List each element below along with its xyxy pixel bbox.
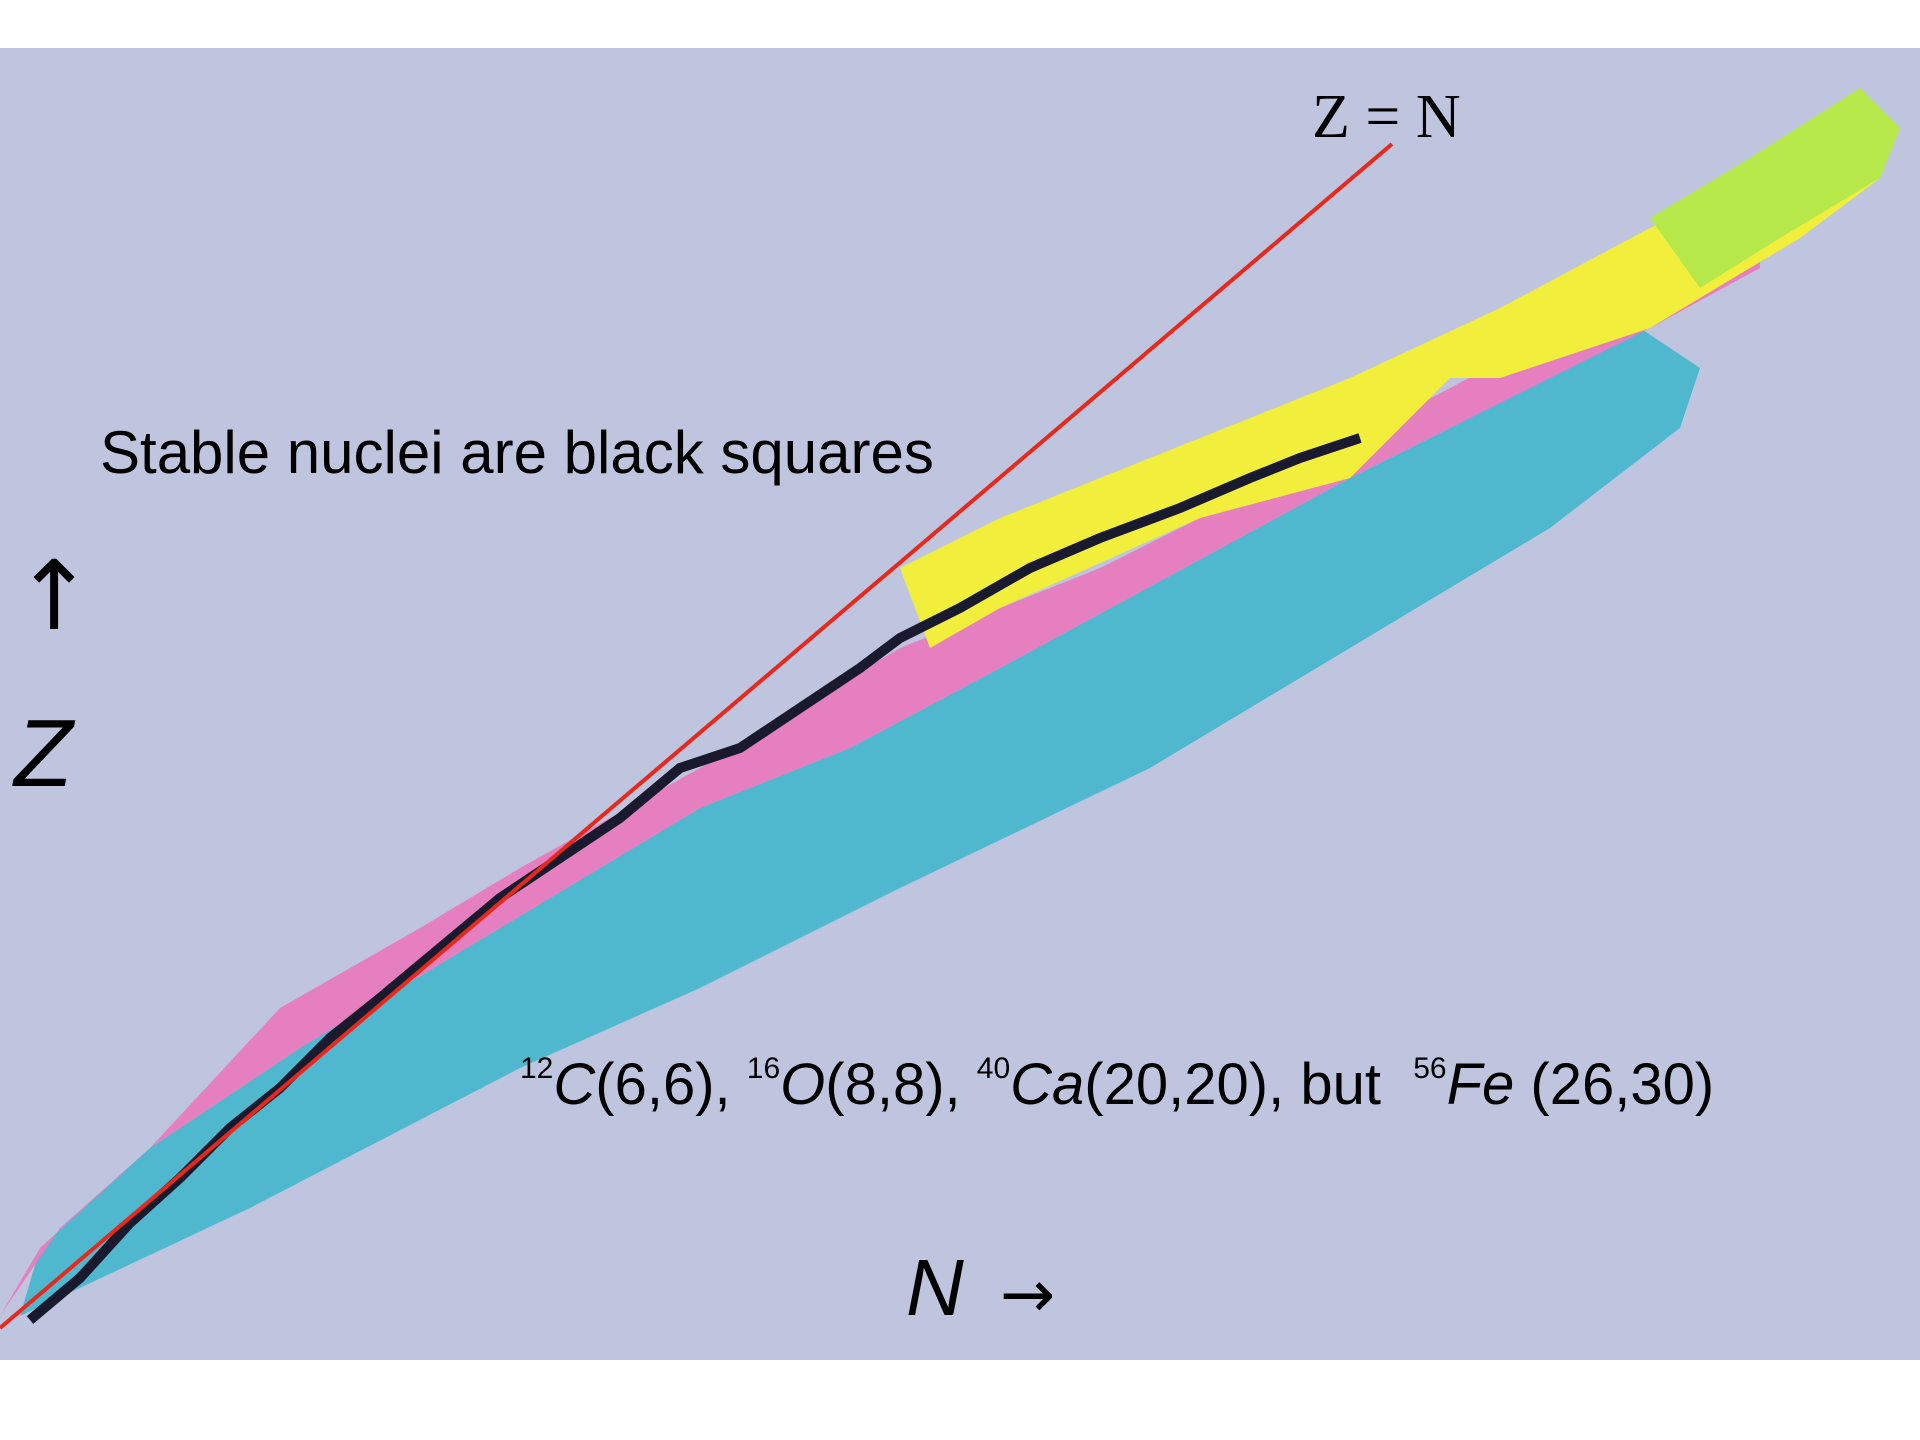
up-arrow-icon: ↑ xyxy=(14,540,95,652)
x-axis-label: N xyxy=(906,1243,964,1332)
example-calcium: 40Ca(20,20), xyxy=(976,1052,1285,1117)
nuclide-examples: 12C(6,6), 16O(8,8), 40Ca(20,20), but 56F… xyxy=(520,1054,1714,1114)
example-carbon: 12C(6,6), xyxy=(520,1052,731,1117)
stability-valley xyxy=(26,433,1362,1324)
z-equals-n-label: Z = N xyxy=(1312,83,1461,151)
y-axis-label: Z xyxy=(14,700,73,807)
green-band xyxy=(1650,88,1900,288)
example-iron: 56Fe (26,30) xyxy=(1413,1052,1715,1117)
neutron-rich-band xyxy=(20,328,1700,1316)
example-oxygen: 16O(8,8), xyxy=(746,1052,961,1117)
caption-text: Stable nuclei are black squares xyxy=(100,419,934,486)
nuclide-chart xyxy=(0,88,1900,1330)
right-arrow-icon: → xyxy=(1000,1256,1056,1333)
z-equals-n-line xyxy=(0,142,1394,1330)
proton-rich-band xyxy=(0,218,1760,1316)
connector-word: but xyxy=(1300,1052,1381,1117)
